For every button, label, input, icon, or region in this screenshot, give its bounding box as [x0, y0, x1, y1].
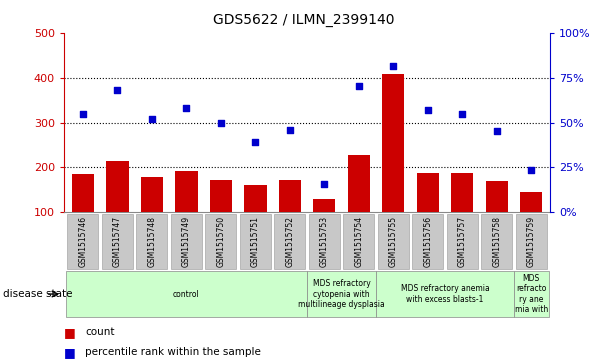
- Bar: [348, 155, 370, 212]
- Point: [78, 111, 88, 117]
- Bar: [378, 213, 409, 269]
- Point: [112, 87, 122, 93]
- Point: [527, 167, 536, 172]
- Point: [319, 181, 329, 187]
- Bar: [309, 213, 340, 269]
- Text: ■: ■: [64, 346, 75, 359]
- Bar: [451, 173, 474, 212]
- Bar: [416, 173, 439, 212]
- Text: GSM1515749: GSM1515749: [182, 216, 191, 267]
- Point: [181, 105, 191, 111]
- Text: MDS refractory anemia
with excess blasts-1: MDS refractory anemia with excess blasts…: [401, 284, 489, 304]
- Bar: [274, 213, 305, 269]
- Text: GSM1515758: GSM1515758: [492, 216, 501, 267]
- Text: MDS refractory
cytopenia with
multilineage dysplasia: MDS refractory cytopenia with multilinea…: [298, 279, 385, 309]
- Text: percentile rank within the sample: percentile rank within the sample: [85, 347, 261, 357]
- Bar: [278, 180, 301, 212]
- Text: GSM1515746: GSM1515746: [78, 216, 88, 267]
- Text: control: control: [173, 290, 199, 298]
- Text: GSM1515754: GSM1515754: [354, 216, 364, 267]
- Point: [216, 120, 226, 126]
- Bar: [244, 185, 266, 212]
- Text: GSM1515755: GSM1515755: [389, 216, 398, 267]
- Bar: [171, 213, 202, 269]
- Bar: [240, 213, 271, 269]
- Text: GSM1515756: GSM1515756: [423, 216, 432, 267]
- Text: count: count: [85, 327, 115, 337]
- Text: GSM1515750: GSM1515750: [216, 216, 226, 267]
- Bar: [140, 177, 163, 212]
- Bar: [447, 213, 478, 269]
- Bar: [72, 174, 94, 212]
- Bar: [307, 272, 376, 317]
- Bar: [482, 213, 513, 269]
- Text: GSM1515759: GSM1515759: [527, 216, 536, 267]
- Bar: [106, 161, 128, 212]
- Bar: [344, 213, 375, 269]
- Bar: [520, 192, 542, 212]
- Point: [492, 128, 502, 134]
- Bar: [516, 213, 547, 269]
- Point: [354, 83, 364, 89]
- Bar: [102, 213, 133, 269]
- Text: GSM1515753: GSM1515753: [320, 216, 329, 267]
- Point: [250, 139, 260, 145]
- Point: [285, 127, 295, 133]
- Bar: [67, 213, 98, 269]
- Text: GSM1515752: GSM1515752: [285, 216, 294, 267]
- Point: [423, 107, 433, 113]
- Bar: [210, 180, 232, 212]
- Text: GSM1515748: GSM1515748: [147, 216, 156, 267]
- Bar: [412, 213, 443, 269]
- Bar: [66, 272, 307, 317]
- Text: GDS5622 / ILMN_2399140: GDS5622 / ILMN_2399140: [213, 13, 395, 27]
- Bar: [136, 213, 167, 269]
- Bar: [206, 213, 237, 269]
- Text: MDS
refracto
ry ane
mia with: MDS refracto ry ane mia with: [514, 274, 548, 314]
- Bar: [313, 199, 336, 212]
- Text: ■: ■: [64, 326, 75, 339]
- Point: [147, 116, 157, 122]
- Point: [457, 111, 467, 117]
- Text: disease state: disease state: [3, 289, 72, 299]
- Bar: [382, 74, 404, 212]
- Text: GSM1515751: GSM1515751: [250, 216, 260, 267]
- Text: GSM1515747: GSM1515747: [113, 216, 122, 267]
- Point: [389, 63, 398, 69]
- Bar: [514, 272, 548, 317]
- Text: GSM1515757: GSM1515757: [458, 216, 467, 267]
- Bar: [376, 272, 514, 317]
- Bar: [486, 181, 508, 212]
- Bar: [175, 171, 198, 212]
